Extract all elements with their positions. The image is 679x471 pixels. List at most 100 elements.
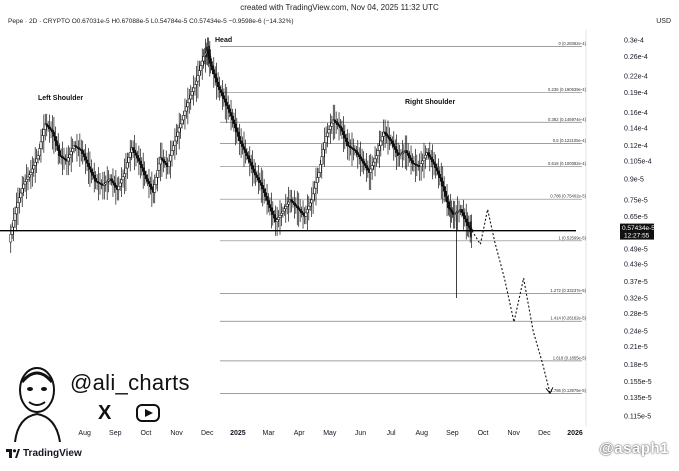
candle-body [54,136,57,142]
candle-body [229,112,233,117]
candle-body [259,182,263,186]
candle-body [38,148,41,156]
candle-body [375,155,378,160]
candle-body [439,177,443,182]
candle-body [128,152,132,158]
candle-body [310,199,314,204]
y-tick-label: 0.21e-5 [624,344,648,351]
candle-body [120,179,123,184]
candle-body [111,180,115,184]
candle-body [306,209,309,214]
candle-body [370,165,374,170]
candle-body [270,207,273,212]
x-tick-label: Jun [355,430,366,437]
candle-body [18,197,21,203]
candle-body [30,168,34,173]
candle-body [147,181,151,185]
candle-body [23,181,27,185]
candle-body [198,70,201,77]
candle-body [264,192,267,197]
candle-body [244,149,247,153]
candle-body [223,98,227,103]
candle-body [114,184,118,188]
candle-body [406,152,410,156]
candle-body [383,131,387,135]
candle-body [316,177,319,183]
candle-body [444,190,447,197]
candle-body [284,206,288,210]
candle-body [167,160,171,167]
candle-body [157,163,161,171]
x-tick-label: Nov [170,430,183,437]
candle-body [41,135,44,143]
candle-body [29,172,33,176]
candle-body [35,158,38,163]
candle-body [121,176,125,181]
candle-body [366,167,370,171]
candle-body [163,161,167,164]
x-tick-label: Sep [446,430,459,437]
y-tick-label: 0.37e-5 [624,279,648,286]
candle-body [287,201,290,205]
candle-body [363,162,367,166]
candle-body [85,159,89,164]
annotation-left-shoulder: Left Shoulder [38,95,83,102]
candle-body [82,153,86,157]
author-handle: @ali_charts [70,370,190,395]
candle-body [285,203,289,207]
candle-body [164,162,168,166]
candle-body [373,158,377,163]
candle-body [118,182,122,187]
candle-body [170,150,174,156]
candle-body [131,147,135,151]
candle-body [241,143,244,147]
candle-body [249,161,253,166]
candle-body [308,202,312,207]
y-tick-label: 0.105e-4 [624,159,652,166]
candle-body [177,127,181,133]
candle-body [236,131,240,137]
candle-body [68,154,72,159]
y-tick-label: 0.135e-5 [624,395,652,402]
candle-body [189,94,193,100]
candle-body [117,185,121,190]
x-tick-label: Dec [538,430,551,437]
candle-body [435,167,439,172]
x-tick-label: 2025 [230,430,246,437]
ticker-ohlc-line: Pepe · 2D · CRYPTO O0.67031e-5 H0.67088e… [8,18,294,25]
candle-body [32,165,36,170]
candle-body [282,208,286,212]
tradingview-logo-text: TradingView [23,448,82,459]
candle-body [235,127,239,133]
candle-body [321,149,325,157]
y-tick-label: 0.19e-4 [624,90,648,97]
candle-body [255,174,259,178]
candle-body [156,170,159,178]
candle-body [213,73,217,79]
candle-body [173,140,177,146]
candle-body [369,168,373,173]
candle-body [186,102,190,108]
candle-body [87,162,90,167]
candle-body [234,123,237,129]
candle-body [153,184,157,193]
y-tick-label: 0.28e-5 [624,311,648,318]
projection-path [471,209,551,394]
candle-body [390,140,394,144]
candle-body [252,168,256,173]
candle-body [12,220,15,228]
candle-body [26,176,30,180]
fib-level-label: 0.382 (0.146974e-4) [548,117,587,122]
candle-body [232,119,236,125]
candle-body [246,155,250,160]
x-tick-label: Jul [387,430,396,437]
x-tick-label: Aug [78,430,91,437]
candle-body [248,158,252,163]
candle-body [90,169,93,173]
fib-level-label: 1.618 (0.1855e-5) [553,355,587,360]
tradingview-logo[interactable]: TradingView [6,448,82,459]
candle-body [154,177,158,185]
y-tick-label: 0.16e-4 [624,110,648,117]
candle-body [372,161,375,166]
